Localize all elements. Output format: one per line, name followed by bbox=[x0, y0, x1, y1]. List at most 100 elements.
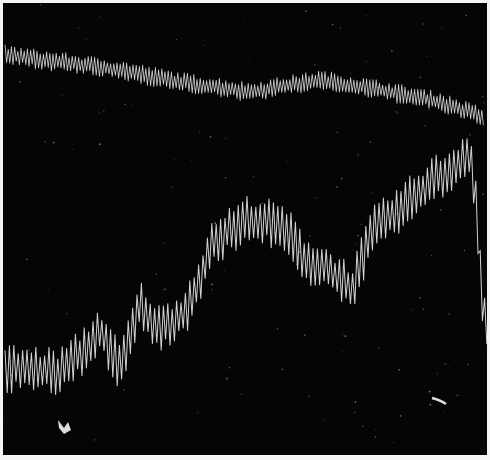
speck bbox=[310, 418, 312, 420]
speck bbox=[463, 29, 465, 30]
speck bbox=[375, 428, 377, 431]
speck bbox=[350, 73, 352, 74]
speck bbox=[224, 138, 226, 139]
speck bbox=[469, 133, 472, 136]
speck bbox=[98, 143, 101, 146]
film-specks bbox=[3, 3, 485, 443]
speck bbox=[355, 243, 357, 245]
speck bbox=[336, 186, 338, 188]
speck bbox=[340, 177, 343, 180]
speck bbox=[39, 3, 42, 6]
speck bbox=[422, 308, 425, 310]
speck bbox=[211, 289, 213, 291]
speck bbox=[436, 373, 438, 375]
speck bbox=[25, 279, 27, 281]
speck bbox=[295, 429, 297, 431]
speck bbox=[163, 288, 166, 291]
speck bbox=[123, 389, 125, 391]
speck bbox=[240, 393, 243, 395]
speck bbox=[171, 186, 173, 188]
speck bbox=[429, 403, 432, 406]
speck bbox=[392, 442, 394, 443]
speck bbox=[42, 52, 44, 54]
speck bbox=[440, 209, 442, 211]
speck bbox=[211, 283, 214, 286]
speck bbox=[321, 196, 323, 198]
speck bbox=[93, 439, 96, 441]
speck bbox=[397, 112, 399, 114]
speck bbox=[482, 193, 484, 195]
speck bbox=[430, 254, 433, 256]
speck bbox=[198, 131, 201, 133]
speck bbox=[224, 177, 227, 179]
speck bbox=[202, 44, 204, 46]
speck bbox=[407, 153, 408, 154]
speck bbox=[323, 419, 325, 421]
speck bbox=[124, 103, 126, 106]
speck bbox=[390, 50, 393, 53]
speck bbox=[248, 58, 250, 60]
speck bbox=[398, 369, 400, 371]
speck bbox=[355, 398, 356, 400]
speck bbox=[243, 18, 245, 20]
speck bbox=[197, 411, 199, 414]
speck bbox=[394, 110, 397, 113]
speck bbox=[357, 153, 360, 156]
speck bbox=[28, 349, 31, 352]
speck bbox=[386, 398, 388, 400]
speck bbox=[456, 394, 459, 397]
speck bbox=[281, 368, 284, 371]
speck bbox=[163, 242, 166, 244]
speck bbox=[307, 395, 310, 398]
speck bbox=[100, 307, 102, 309]
speck bbox=[61, 94, 64, 96]
speck bbox=[314, 64, 316, 66]
speck bbox=[309, 235, 311, 237]
speck bbox=[324, 103, 326, 105]
speck bbox=[331, 23, 334, 26]
speck bbox=[66, 312, 68, 315]
speck bbox=[443, 412, 445, 414]
speck bbox=[465, 14, 468, 17]
speck bbox=[424, 124, 426, 127]
speck bbox=[228, 366, 231, 369]
speck bbox=[339, 27, 342, 30]
speck bbox=[426, 55, 428, 57]
speck bbox=[77, 27, 80, 29]
speck bbox=[64, 27, 65, 28]
speck bbox=[353, 411, 356, 414]
speck bbox=[341, 333, 344, 335]
speck bbox=[191, 159, 193, 161]
speck bbox=[174, 158, 176, 160]
speck bbox=[175, 39, 177, 41]
speck bbox=[483, 102, 485, 104]
speck bbox=[372, 192, 374, 194]
speck bbox=[441, 28, 443, 30]
speck bbox=[305, 10, 307, 13]
film-scratch bbox=[431, 396, 447, 406]
speck bbox=[418, 296, 421, 299]
speck bbox=[365, 15, 367, 17]
speck bbox=[286, 161, 288, 163]
speck bbox=[378, 347, 380, 349]
speck bbox=[214, 222, 217, 225]
speck bbox=[102, 110, 105, 113]
speck bbox=[410, 309, 413, 311]
speck bbox=[463, 249, 466, 252]
speck bbox=[370, 127, 372, 129]
speck bbox=[467, 363, 469, 366]
speck bbox=[283, 431, 285, 433]
speck bbox=[374, 436, 377, 438]
speck bbox=[131, 103, 133, 105]
speck bbox=[98, 16, 101, 19]
speck bbox=[428, 390, 431, 393]
speck bbox=[60, 223, 62, 225]
speck bbox=[202, 145, 204, 146]
film-blemish bbox=[58, 420, 71, 434]
speck bbox=[209, 135, 212, 138]
speck bbox=[44, 140, 46, 143]
speck bbox=[344, 335, 347, 338]
speck bbox=[399, 415, 402, 417]
